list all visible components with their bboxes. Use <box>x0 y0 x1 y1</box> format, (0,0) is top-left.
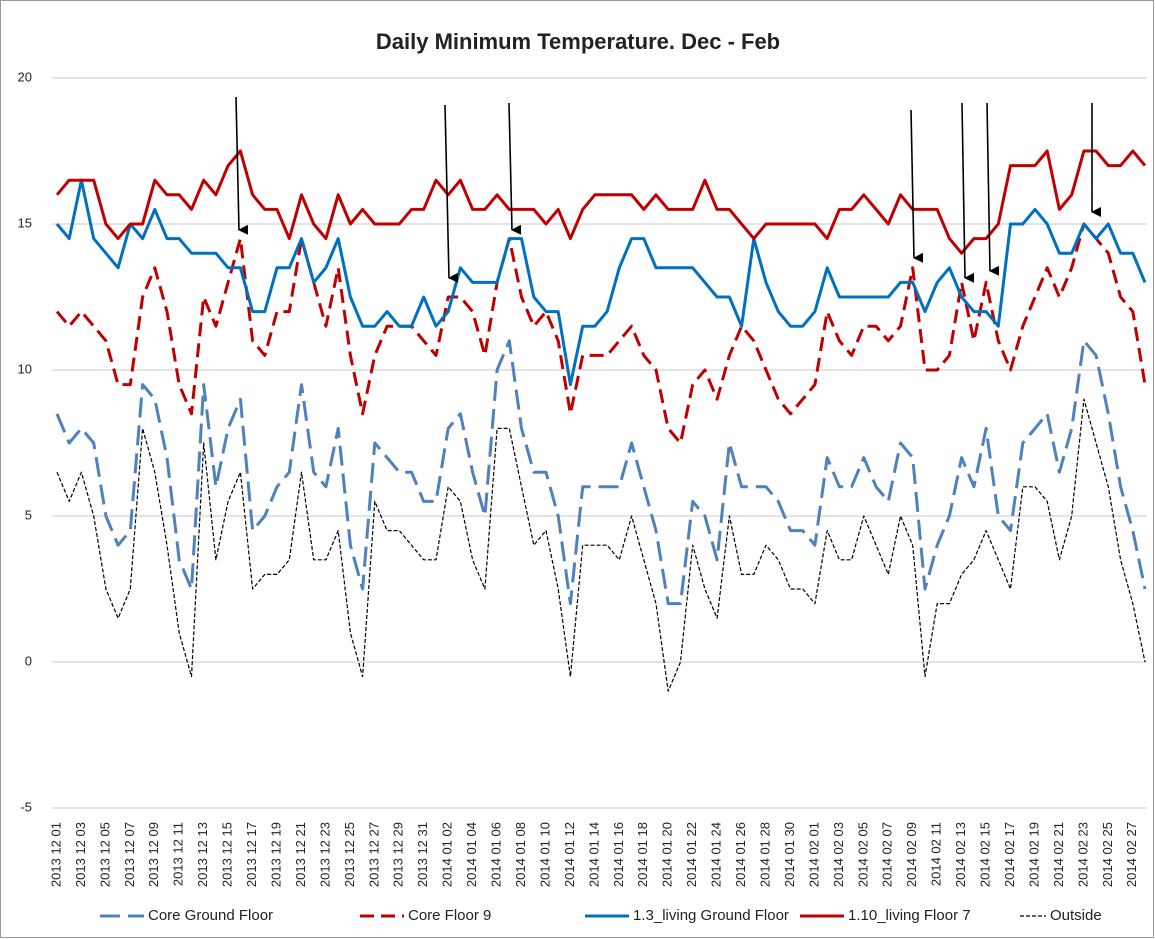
x-tick-label: 2014 02 27 <box>1124 822 1139 887</box>
series-line <box>56 398 1146 692</box>
x-tick-label: 2013 12 29 <box>391 822 406 887</box>
x-tick-label: 2014 02 09 <box>904 822 919 887</box>
y-tick-label: -5 <box>20 799 32 814</box>
x-tick-label: 2013 12 01 <box>48 822 63 887</box>
x-tick-label: 2014 02 15 <box>978 822 993 887</box>
x-tick-label: 2013 12 09 <box>146 822 161 887</box>
series-line <box>55 178 1147 387</box>
arrow <box>910 109 924 263</box>
arrow <box>986 102 1000 276</box>
x-tick-label: 2014 01 02 <box>440 822 455 887</box>
legend-label: 1.10_living Floor 7 <box>848 907 971 924</box>
y-tick-label: 5 <box>25 507 32 522</box>
x-tick-label: 2014 02 11 <box>929 822 944 886</box>
arrow <box>508 102 522 235</box>
x-tick-label: 2014 01 26 <box>733 822 748 887</box>
x-tick-label: 2013 12 13 <box>195 822 210 887</box>
x-tick-label: 2014 02 13 <box>953 822 968 887</box>
x-tick-label: 2013 12 11 <box>171 822 186 886</box>
legend-label: Core Floor 9 <box>408 907 491 924</box>
x-tick-label: 2013 12 03 <box>73 822 88 887</box>
x-tick-label: 2013 12 25 <box>342 822 357 887</box>
series-line <box>55 339 1147 606</box>
series-line <box>55 149 1147 255</box>
legend-label: Outside <box>1050 907 1102 924</box>
y-tick-label: 20 <box>18 69 32 84</box>
x-tick-label: 2014 01 18 <box>635 822 650 887</box>
annotation-arrows <box>235 96 1101 283</box>
x-tick-label: 2013 12 23 <box>317 822 332 887</box>
x-tick-label: 2014 01 16 <box>611 822 626 887</box>
x-tick-label: 2013 12 07 <box>122 822 137 887</box>
x-tick-label: 2013 12 21 <box>293 822 308 887</box>
x-tick-label: 2013 12 31 <box>415 822 430 887</box>
x-tick-label: 2014 02 21 <box>1051 822 1066 887</box>
x-tick-label: 2013 12 27 <box>366 822 381 887</box>
x-tick-label: 2014 01 28 <box>757 822 772 887</box>
y-tick-label: 0 <box>25 653 32 668</box>
x-tick-label: 2014 01 12 <box>562 822 577 887</box>
arrow <box>961 102 975 283</box>
series-line <box>55 222 1147 445</box>
x-tick-label: 2014 02 25 <box>1100 822 1115 887</box>
x-tick-label: 2014 01 06 <box>489 822 504 887</box>
x-tick-label: 2014 01 14 <box>586 822 601 887</box>
legend-label: 1.3_living Ground Floor <box>633 907 789 924</box>
x-tick-label: 2014 01 20 <box>660 822 675 887</box>
x-tick-label: 2014 02 19 <box>1026 822 1041 887</box>
x-tick-label: 2014 01 24 <box>709 822 724 887</box>
x-tick-label: 2014 01 22 <box>684 822 699 887</box>
x-tick-label: 2013 12 15 <box>220 822 235 887</box>
y-tick-label: 10 <box>18 361 32 376</box>
x-tick-label: 2014 02 03 <box>831 822 846 887</box>
chart-title: Daily Minimum Temperature. Dec - Feb <box>376 29 780 54</box>
arrow <box>235 96 249 235</box>
legend-label: Core Ground Floor <box>148 907 273 924</box>
x-tick-label: 2013 12 17 <box>244 822 259 887</box>
x-tick-label: 2014 02 01 <box>806 822 821 887</box>
x-tick-label: 2014 02 23 <box>1075 822 1090 887</box>
arrow <box>444 104 459 283</box>
x-tick-label: 2014 02 17 <box>1002 822 1017 887</box>
x-tick-label: 2014 02 05 <box>855 822 870 887</box>
x-tick-label: 2014 01 10 <box>537 822 552 887</box>
x-tick-label: 2013 12 19 <box>268 822 283 887</box>
x-tick-label: 2014 01 30 <box>782 822 797 887</box>
x-tick-label: 2014 02 07 <box>880 822 895 887</box>
x-tick-label: 2014 01 04 <box>464 822 479 887</box>
x-tick-label: 2014 01 08 <box>513 822 528 887</box>
y-tick-label: 15 <box>18 215 32 230</box>
x-tick-label: 2013 12 05 <box>97 822 112 887</box>
